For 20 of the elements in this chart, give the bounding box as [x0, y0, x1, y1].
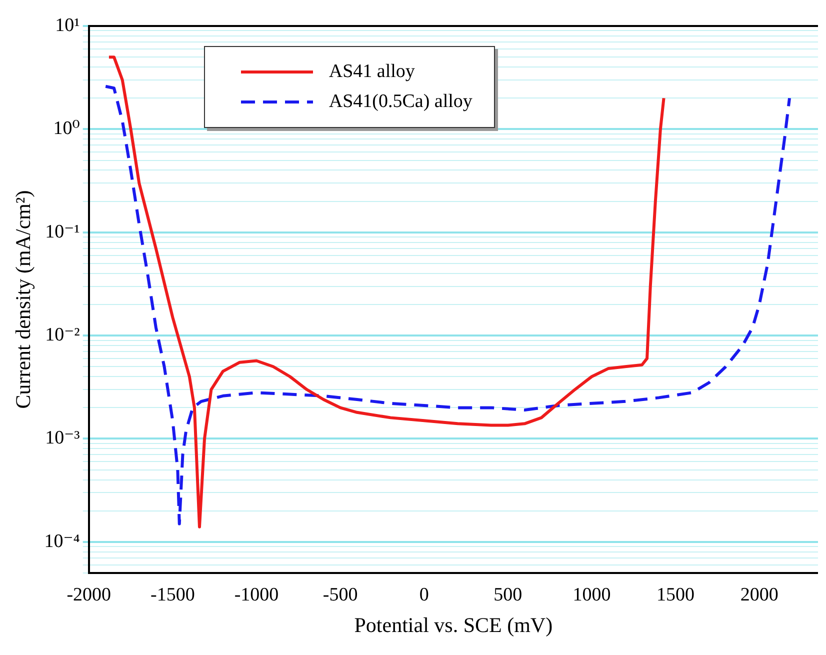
legend-label: AS41(0.5Ca) alloy	[328, 90, 472, 114]
x-tick-label: -1500	[150, 584, 195, 606]
y-tick-label: 10⁻¹	[45, 221, 80, 242]
legend-label: AS41 alloy	[328, 60, 415, 84]
x-tick-label: -2000	[66, 584, 112, 606]
y-tick-label: 10⁻³	[45, 428, 80, 449]
line-series	[104, 84, 792, 526]
y-axis-title: Current density (mA/cm²)	[11, 190, 36, 409]
y-tick-label: 10⁻²	[45, 324, 80, 346]
x-tick-label: -500	[322, 584, 358, 606]
x-tick-label: 0	[419, 584, 429, 606]
x-tick-label: -1000	[234, 584, 279, 606]
x-tick-label: 2000	[740, 584, 778, 606]
x-axis-title: Potential vs. SCE (mV)	[354, 612, 553, 637]
x-tick-label: 500	[494, 584, 522, 606]
y-tick-label: 10⁰	[53, 118, 80, 140]
x-tick-label: 1000	[572, 584, 611, 606]
y-tick-label: 10⁻⁴	[44, 530, 80, 552]
x-tick-label: 1500	[656, 584, 695, 606]
y-tick-label: 10¹	[55, 14, 80, 36]
